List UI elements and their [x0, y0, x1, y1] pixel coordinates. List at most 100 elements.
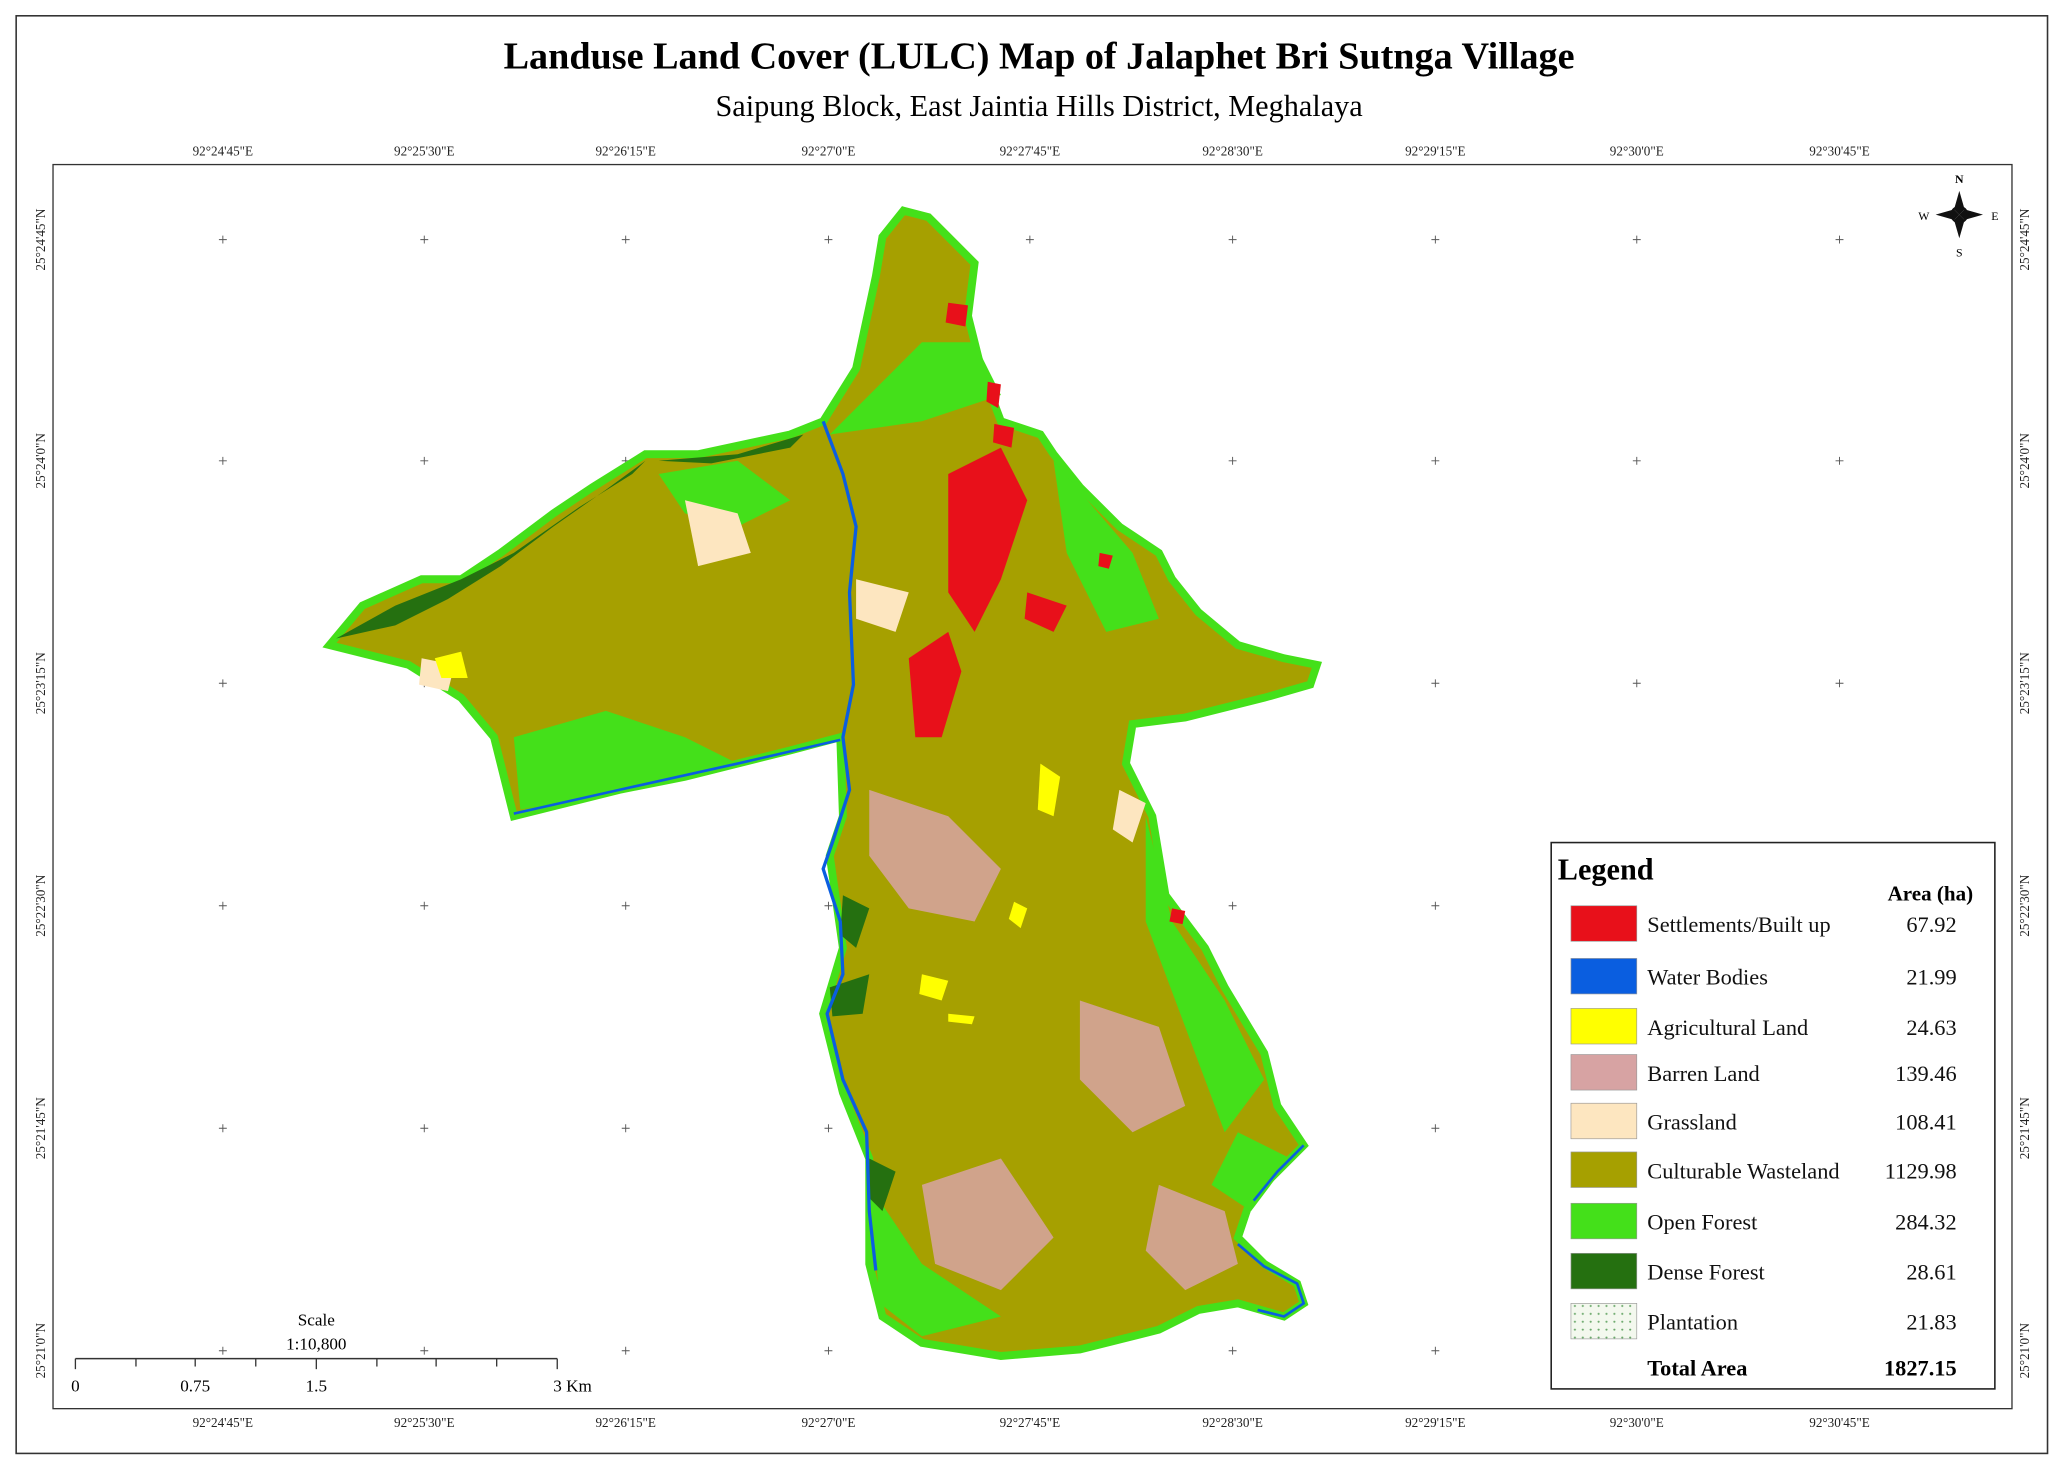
graticule-cross: [1431, 235, 1440, 244]
compass-west: W: [1918, 209, 1930, 223]
graticule-cross: [1431, 679, 1440, 688]
graticule-cross: [1431, 1346, 1440, 1355]
legend-swatch: [1570, 905, 1638, 942]
graticule-cross: [218, 235, 227, 244]
open-forest-patches: [513, 342, 1291, 1337]
longitude-label: 92°30'0"E: [1610, 143, 1664, 158]
longitude-label: 92°27'45"E: [1000, 143, 1061, 158]
legend-area: 21.83: [1906, 1310, 1956, 1335]
river-south: [513, 738, 841, 815]
graticule-cross: [218, 901, 227, 910]
graticule-cross: [420, 1346, 429, 1355]
scale-title: Scale: [298, 1311, 335, 1330]
longitude-label: 92°24'45"E: [193, 143, 254, 158]
graticule-cross: [218, 456, 227, 465]
graticule-cross: [1228, 235, 1237, 244]
legend-label: Culturable Wasteland: [1647, 1158, 1839, 1183]
legend-swatch: [1570, 1054, 1638, 1091]
legend-area: 1129.98: [1885, 1158, 1957, 1183]
graticule-cross: [824, 1346, 833, 1355]
graticule-cross: [420, 456, 429, 465]
graticule-cross: [218, 679, 227, 688]
legend-swatch: [1570, 958, 1638, 995]
legend-area: 21.99: [1906, 965, 1956, 990]
latitude-label: 25°24'45"N: [2017, 208, 2032, 270]
legend-label: Plantation: [1647, 1310, 1738, 1335]
graticule-cross: [1228, 456, 1237, 465]
legend-label: Barren Land: [1647, 1061, 1759, 1086]
legend-area: 284.32: [1895, 1210, 1957, 1235]
legend-swatch: [1570, 1252, 1638, 1290]
legend: Legend Area (ha) Total Area 1827.15 Sett…: [1550, 841, 1996, 1390]
graticule-cross: [824, 901, 833, 910]
longitude-label: 92°30'0"E: [1610, 1415, 1664, 1430]
scale-label: 3 Km: [553, 1377, 592, 1396]
graticule-cross: [218, 1124, 227, 1133]
graticule-cross: [824, 1124, 833, 1133]
legend-total: 1827.15: [1884, 1356, 1957, 1381]
settlement-patches: [908, 302, 1186, 925]
legend-area: 108.41: [1895, 1110, 1957, 1135]
compass-north: N: [1955, 172, 1964, 186]
longitude-label: 92°26'15"E: [595, 1415, 656, 1430]
legend-swatch: [1570, 1202, 1638, 1240]
graticule-cross: [1431, 901, 1440, 910]
latitude-label: 25°24'45"N: [33, 208, 48, 270]
longitude-label: 92°30'45"E: [1809, 143, 1870, 158]
graticule-cross: [1835, 235, 1844, 244]
latitude-label: 25°24'0"N: [33, 433, 48, 489]
latitude-label: 25°21'45"N: [33, 1097, 48, 1159]
scale-label: 0.75: [180, 1377, 210, 1396]
legend-swatch: [1570, 1008, 1638, 1045]
longitude-label: 92°29'15"E: [1405, 143, 1466, 158]
graticule-cross: [621, 235, 630, 244]
legend-label: Dense Forest: [1647, 1260, 1765, 1285]
latitude-label: 25°23'15"N: [2017, 652, 2032, 714]
latitude-label: 25°22'30"N: [33, 874, 48, 936]
legend-swatch: [1570, 1102, 1638, 1140]
graticule-cross: [824, 235, 833, 244]
legend-label: Settlements/Built up: [1647, 912, 1830, 937]
graticule-cross: [1632, 456, 1641, 465]
graticule-cross: [420, 901, 429, 910]
latitude-label: 25°21'45"N: [2017, 1097, 2032, 1159]
lulc-area: [322, 206, 1323, 1360]
graticule-cross: [1835, 679, 1844, 688]
legend-area: 28.61: [1906, 1260, 1956, 1285]
barren-patches: [869, 789, 1238, 1291]
legend-total-label: Total Area: [1647, 1356, 1747, 1381]
graticule-cross: [1025, 235, 1034, 244]
latitude-label: 25°21'0"N: [33, 1323, 48, 1379]
scale-label: 1.5: [306, 1377, 327, 1396]
graticule-cross: [1835, 456, 1844, 465]
graticule-cross: [1228, 901, 1237, 910]
legend-area-header: Area (ha): [1888, 881, 1974, 905]
legend-swatch-pattern: [1570, 1303, 1637, 1339]
longitude-label: 92°25'30"E: [394, 143, 455, 158]
longitude-label: 92°28'30"E: [1202, 1415, 1263, 1430]
coordinate-labels: 92°24'45"E 92°24'45"E 92°25'30"E 92°25'30"E…: [33, 143, 2032, 1430]
compass-south: S: [1956, 246, 1963, 260]
graticule-cross: [1632, 235, 1641, 244]
latitude-label: 25°21'0"N: [2017, 1323, 2032, 1379]
graticule-cross: [218, 1346, 227, 1355]
longitude-label: 92°26'15"E: [595, 143, 656, 158]
graticule-cross: [1431, 1124, 1440, 1133]
stream: [1237, 1144, 1306, 1318]
legend-label: Grassland: [1647, 1110, 1736, 1135]
legend-area: 67.92: [1906, 912, 1956, 937]
legend-title: Legend: [1558, 852, 1654, 886]
longitude-label: 92°27'45"E: [1000, 1415, 1061, 1430]
longitude-label: 92°25'30"E: [394, 1415, 455, 1430]
compass-east: E: [1991, 209, 1998, 223]
legend-area: 24.63: [1906, 1015, 1956, 1040]
scale-label: 0: [71, 1377, 80, 1396]
graticule-cross: [621, 1346, 630, 1355]
graticule-cross: [420, 1124, 429, 1133]
longitude-label: 92°27'0"E: [801, 143, 855, 158]
latitude-label: 25°24'0"N: [2017, 433, 2032, 489]
graticule-cross: [1228, 1346, 1237, 1355]
legend-label: Open Forest: [1647, 1210, 1758, 1235]
north-arrow: N E S W: [1918, 172, 1998, 260]
latitude-label: 25°22'30"N: [2017, 874, 2032, 936]
